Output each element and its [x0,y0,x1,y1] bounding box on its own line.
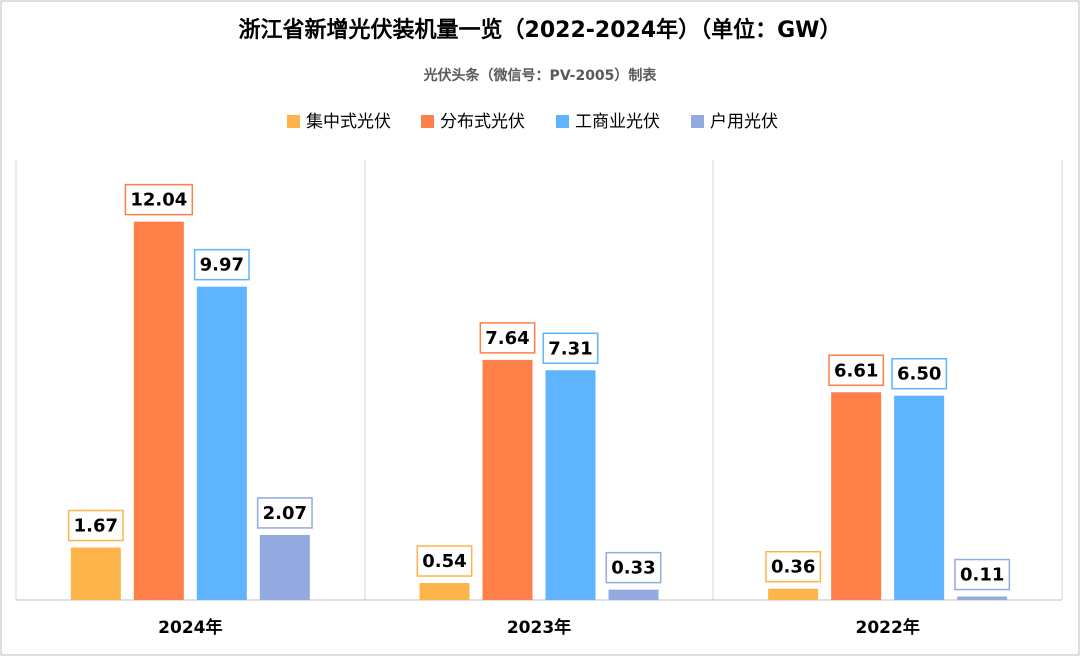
data-label: 0.36 [771,557,815,578]
data-label: 0.33 [611,558,655,579]
data-label-box [193,248,250,281]
data-label: 7.64 [485,328,529,349]
bar [831,392,882,600]
data-label-box [416,545,473,577]
legend-swatch [691,115,704,128]
x-tick-label: 2022年 [856,617,920,638]
bar [482,359,533,600]
legend-swatch [421,115,434,128]
legend-swatch [556,115,569,128]
data-label: 2.07 [263,503,307,524]
data-label: 0.11 [960,565,1004,586]
bar [259,534,310,600]
data-label-box [891,357,948,390]
legend-swatch [287,115,300,128]
data-label: 7.31 [548,338,592,359]
x-tick-label: 2024年 [158,617,222,638]
data-label-box [479,322,536,354]
data-label-box [256,497,313,529]
data-label-box [124,183,194,216]
data-label: 6.61 [834,360,878,381]
bar [419,583,470,600]
data-label-box [605,551,662,584]
legend-label: 分布式光伏 [440,112,525,132]
x-tick-label: 2023年 [507,617,571,638]
data-label: 12.04 [130,190,187,211]
bar [196,286,247,600]
bar [894,395,945,600]
data-label: 9.97 [200,255,244,276]
bar [608,589,659,600]
chart-subtitle: 光伏头条（微信号：PV-2005）制表 [423,67,658,84]
bar [957,596,1008,600]
data-label: 1.67 [74,516,118,537]
bar [133,221,184,600]
bar [768,588,819,600]
legend-label: 集中式光伏 [306,112,391,132]
legend-label: 户用光伏 [710,112,778,132]
legend-label: 工商业光伏 [575,112,660,132]
bar [70,547,121,600]
data-label-box [67,509,124,542]
data-label-box [828,354,885,387]
chart-title: 浙江省新增光伏装机量一览（2022-2024年）（单位：GW） [239,17,842,43]
data-label-box [765,550,822,583]
bar [545,370,596,600]
data-label: 0.54 [422,551,466,572]
data-label-box [954,558,1011,591]
data-label: 6.50 [897,364,941,385]
data-label-box [542,332,599,365]
